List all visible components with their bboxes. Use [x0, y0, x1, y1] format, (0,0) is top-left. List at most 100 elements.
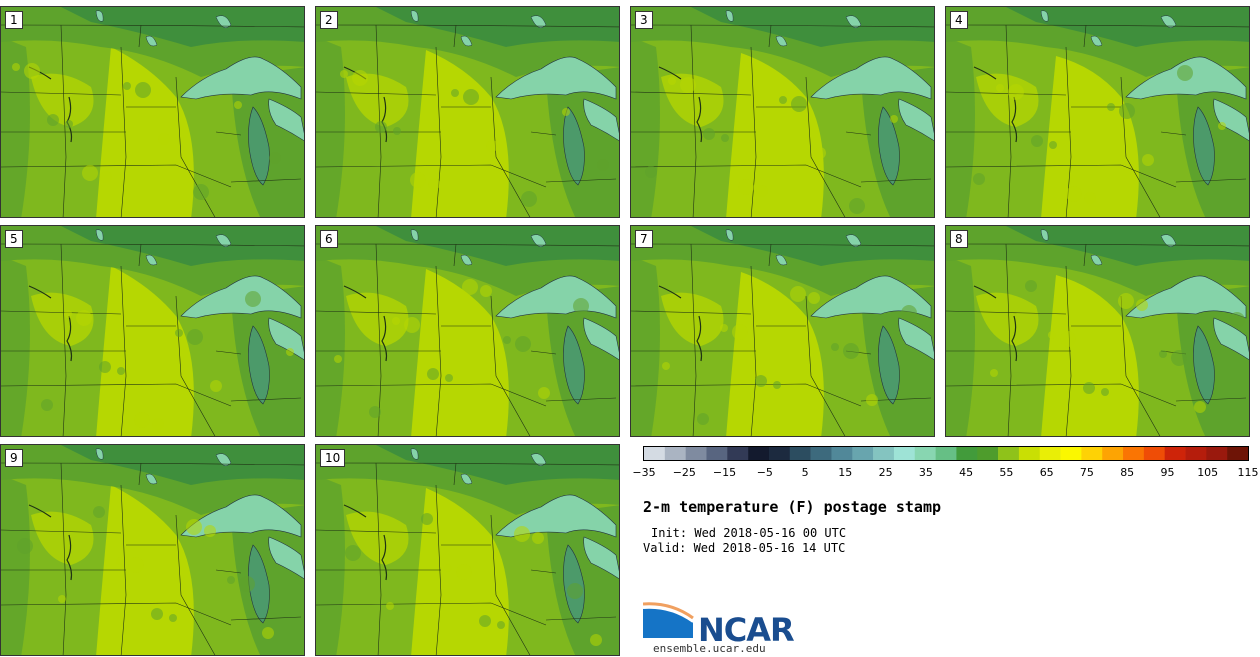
state-border: [1, 383, 232, 407]
state-border: [490, 514, 531, 655]
cool-region: [316, 256, 345, 436]
temperature-map: [316, 445, 619, 655]
temperature-speckle: [1229, 312, 1245, 328]
state-border: [120, 46, 127, 217]
temperature-speckle: [334, 355, 342, 363]
state-border: [946, 383, 1177, 407]
lake-huron: [583, 317, 619, 361]
temperature-speckle: [151, 608, 163, 620]
state-border: [453, 243, 457, 267]
cool-region: [1, 475, 30, 655]
northern-lake: [530, 15, 547, 28]
state-border: [845, 131, 872, 136]
warm-region: [31, 511, 94, 565]
temperature-speckle: [479, 615, 491, 627]
temperature-speckle: [41, 399, 53, 411]
panel-label: 1: [5, 11, 23, 29]
temperature-speckle: [169, 614, 177, 622]
river: [696, 315, 703, 362]
stamp-panel-5: 5: [0, 225, 305, 437]
state-border: [690, 243, 697, 436]
state-border: [316, 164, 547, 188]
colorbar-tick-label: 85: [1120, 466, 1135, 479]
river: [343, 504, 367, 518]
state-border: [1, 243, 304, 247]
colorbar-bin: [1185, 447, 1207, 460]
init-time: Init: Wed 2018-05-16 00 UTC: [651, 526, 847, 540]
warm-region: [346, 73, 409, 127]
temperature-speckle: [65, 120, 73, 128]
northern-lake: [215, 234, 232, 247]
colorbar-bin: [1143, 447, 1165, 460]
temperature-speckle: [973, 173, 985, 185]
northern-lake: [410, 10, 419, 22]
temperature-speckle: [245, 291, 261, 307]
panel-label: 3: [635, 11, 653, 29]
state-border: [805, 295, 846, 436]
colorbar-bin: [914, 447, 936, 460]
warm-region: [1041, 56, 1139, 217]
colorbar-tick-label: −35: [632, 466, 656, 479]
river: [66, 315, 73, 362]
temperature-speckle: [187, 329, 203, 345]
cold-region: [691, 226, 934, 266]
state-border: [375, 24, 382, 217]
temperature-speckle: [1049, 141, 1057, 149]
temperature-speckle: [375, 121, 387, 133]
temperature-speckle: [1194, 401, 1206, 413]
lake-huron: [583, 536, 619, 580]
temperature-speckle: [532, 532, 544, 544]
temperature-speckle: [720, 324, 728, 332]
colorbar-bin: [789, 447, 811, 460]
temperature-speckle: [134, 412, 150, 428]
state-border: [750, 265, 757, 436]
temperature-speckle: [514, 526, 530, 542]
temperature-speckle: [1142, 154, 1154, 166]
temperature-speckle: [668, 77, 676, 85]
state-border: [1175, 178, 1247, 183]
northern-lake: [410, 448, 419, 460]
cool-region: [946, 37, 975, 217]
state-border: [175, 514, 216, 655]
colorbar-border: [643, 446, 1249, 461]
temperature-speckle: [234, 101, 242, 109]
temperature-speckle: [116, 557, 124, 565]
temperature-speckle: [1084, 192, 1096, 204]
northern-lake: [1090, 254, 1103, 266]
colorbar-bin: [1081, 447, 1103, 460]
lake-superior: [1125, 275, 1247, 319]
colorbar-tick-labels: −35 −25 −15 −5 5 15 25 35 45 55 65 75 85 95 105 115: [632, 466, 1260, 482]
northern-lake: [95, 229, 104, 241]
temperature-speckle: [680, 77, 696, 93]
stamp-panel-4: 4: [945, 6, 1250, 218]
cold-region: [376, 7, 619, 47]
northern-lake: [145, 35, 158, 47]
colorbar-bin: [727, 447, 749, 460]
northern-lake: [95, 10, 104, 22]
cool-region: [631, 256, 660, 436]
temperature-speckle: [47, 114, 59, 126]
state-border: [631, 164, 862, 188]
state-border: [750, 46, 757, 217]
temperature-speckle: [773, 381, 781, 389]
state-border: [1, 602, 232, 626]
state-border: [768, 243, 772, 267]
temperature-speckle: [732, 324, 748, 340]
lake-huron: [268, 536, 304, 580]
temperature-speckle: [1136, 299, 1148, 311]
state-border: [530, 569, 557, 574]
temperature-speckle: [64, 310, 72, 318]
state-border: [138, 24, 142, 48]
temperature-speckle: [1177, 65, 1193, 81]
state-border: [1, 164, 232, 188]
panel-label: 4: [950, 11, 968, 29]
temperature-speckle: [996, 84, 1004, 92]
temperature-speckle: [697, 413, 709, 425]
state-border: [120, 265, 127, 436]
temperature-map: [946, 226, 1249, 436]
cool-region: [1, 37, 30, 217]
cold-region: [61, 226, 304, 266]
site-url: ensemble.ucar.edu: [653, 642, 766, 655]
northern-lake: [1040, 10, 1049, 22]
temperature-speckle: [1159, 350, 1167, 358]
